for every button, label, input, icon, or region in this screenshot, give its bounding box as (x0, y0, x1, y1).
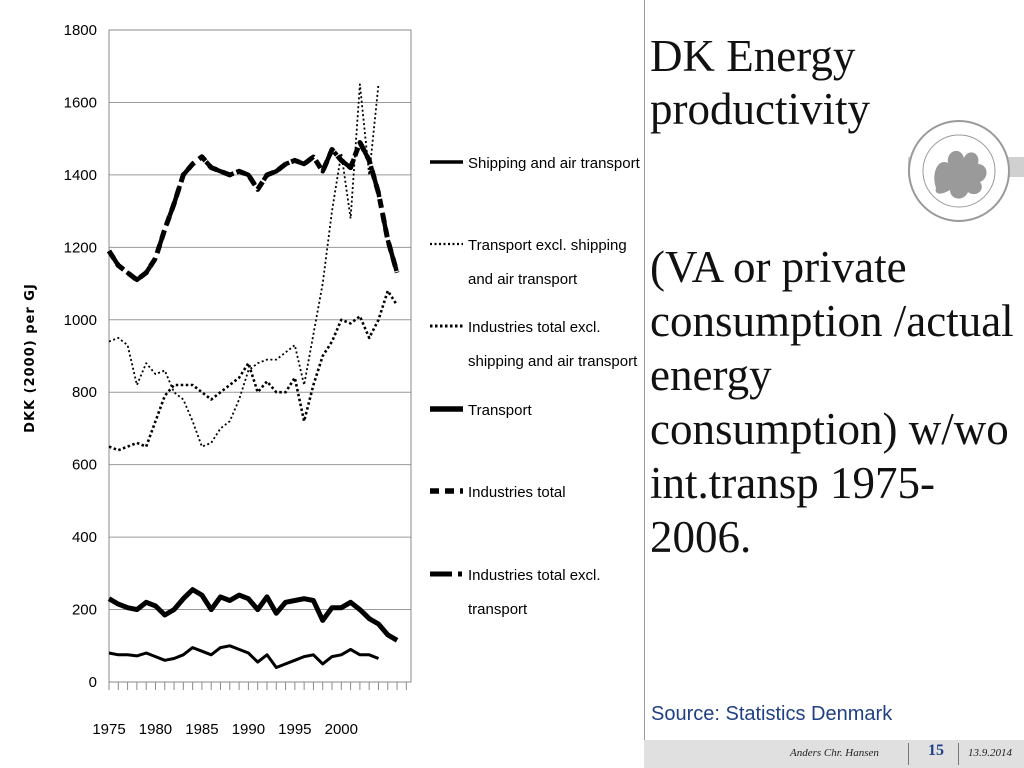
x-tick-label: 1990 (232, 721, 265, 738)
y-tick-label: 400 (72, 529, 97, 546)
legend-label: Transport excl. shipping (468, 237, 627, 254)
y-tick-label: 1200 (64, 239, 97, 256)
y-tick-label: 1800 (64, 22, 97, 39)
legend: Shipping and air transport Transport excl… (430, 155, 641, 618)
y-axis-label: DKK (2000) per GJ (23, 283, 38, 433)
x-tick-label: 1985 (185, 721, 218, 738)
footer-author: Anders Chr. Hansen (790, 747, 879, 759)
y-tick-label: 600 (72, 457, 97, 474)
footer-date: 13.9.2014 (968, 747, 1012, 759)
y-tick-label: 200 (72, 602, 97, 619)
series-line (108, 289, 399, 452)
series-line (107, 587, 399, 643)
x-tick-label: 1980 (139, 721, 172, 738)
legend-label: Shipping and air transport (468, 155, 641, 172)
footer-divider (958, 743, 959, 765)
legend-label: Transport (468, 402, 532, 419)
slide-title: DK Energy productivity (650, 31, 870, 134)
footer-divider (908, 743, 909, 765)
y-tick-label: 1600 (64, 94, 97, 111)
series-line (107, 140, 400, 283)
series-line (108, 83, 380, 448)
footer-bar (644, 740, 1024, 768)
legend-label: Industries total excl. (468, 567, 601, 584)
y-tick-label: 0 (89, 674, 97, 691)
legend-label: and air transport (468, 271, 578, 288)
series-line (108, 644, 380, 669)
legend-label: shipping and air transport (468, 353, 638, 370)
axes: 0 200 400 600 800 1000 1200 1400 1600 1800 1975 198… (64, 22, 412, 738)
x-tick-label: 1995 (278, 721, 311, 738)
series-lines (106, 83, 400, 669)
university-seal-icon (908, 120, 1010, 222)
y-tick-label: 1400 (64, 167, 97, 184)
x-tick-label: 2000 (325, 721, 358, 738)
plot-area-border (108, 29, 412, 683)
chart-panel: 0 200 400 600 800 1000 1200 1400 1600 1800 1975 198… (23, 0, 645, 740)
y-tick-label: 800 (72, 384, 97, 401)
line-chart: 0 200 400 600 800 1000 1200 1400 1600 1800 1975 198… (23, 22, 641, 738)
slide-subtitle: (VA or private consumption /actual energ… (650, 242, 1014, 562)
x-tick-label: 1975 (92, 721, 125, 738)
legend-label: Industries total (468, 484, 566, 501)
page-number: 15 (928, 742, 944, 759)
legend-label: Industries total excl. (468, 319, 601, 336)
legend-label: transport (468, 601, 528, 618)
y-tick-label: 1000 (64, 312, 97, 329)
gridlines (109, 29, 411, 683)
source-note: Source: Statistics Denmark (651, 703, 893, 725)
